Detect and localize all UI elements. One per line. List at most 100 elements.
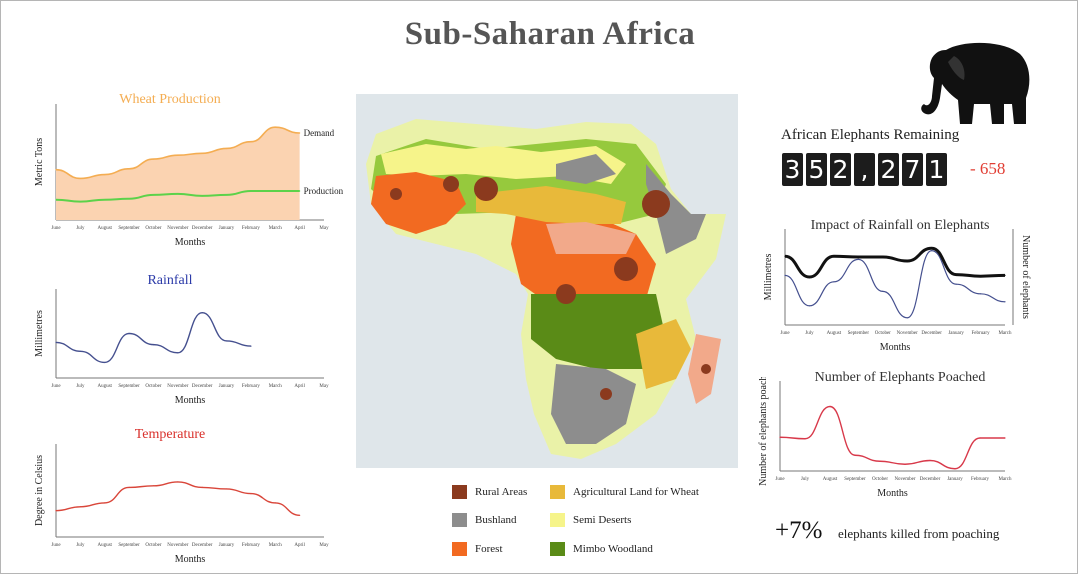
data-point: [784, 255, 786, 257]
legend-item-semi-deserts: Semi Deserts: [550, 513, 631, 527]
legend-item-bushland: Bushland: [452, 513, 517, 527]
counter-digit: 3: [782, 153, 803, 186]
data-point: [55, 510, 57, 512]
data-point: [882, 256, 884, 258]
poached-chart: June July August September October November De…: [758, 377, 1012, 499]
data-point: [857, 258, 859, 260]
x-tick-label: June: [51, 384, 61, 389]
x-axis-label: Months: [175, 554, 206, 565]
y-axis-label: Metric Tons: [34, 138, 45, 186]
series-line: [784, 249, 1006, 319]
data-point: [808, 276, 811, 278]
x-tick-label: July: [805, 331, 814, 336]
x-tick-label: October: [145, 384, 161, 389]
data-point: [299, 190, 301, 192]
legend-label: Agricultural Land for Wheat: [573, 486, 699, 498]
x-tick-label: September: [118, 543, 140, 548]
counter-digit: 5: [806, 153, 827, 186]
legend-item-woodland: Mimbo Woodland: [550, 542, 653, 556]
data-point: [1004, 437, 1006, 439]
data-point: [879, 460, 881, 462]
x-tick-label: January: [219, 226, 235, 231]
data-point: [929, 459, 931, 462]
data-point: [177, 193, 179, 195]
data-point: [225, 194, 228, 196]
data-point: [225, 340, 228, 342]
data-point: [250, 141, 252, 143]
data-point: [250, 190, 252, 192]
counter-digit: 2: [830, 153, 851, 186]
x-tick-label: September: [844, 477, 866, 482]
x-axis-label: Months: [877, 488, 908, 499]
rain-elephant-chart-title: Impact of Rainfall on Elephants: [810, 218, 990, 233]
data-point: [979, 437, 981, 439]
x-tick-label: December: [921, 331, 942, 336]
x-tick-label: June: [51, 543, 61, 548]
x-tick-label: February: [242, 543, 261, 548]
data-point: [225, 488, 228, 490]
x-tick-label: November: [167, 384, 188, 389]
temperature-chart: June July August September October November De…: [34, 444, 329, 565]
poaching-percent: +7%: [775, 517, 823, 544]
elephants-counter: 3 5 2 , 2 7 1: [782, 153, 947, 186]
data-point: [833, 255, 835, 257]
y2-axis-label: Number of elephants: [1020, 235, 1031, 319]
data-point: [79, 177, 81, 180]
data-point: [882, 290, 884, 292]
data-point: [201, 195, 203, 197]
data-point: [833, 281, 835, 283]
data-point: [1004, 274, 1006, 276]
x-tick-label: August: [823, 477, 838, 482]
data-point: [128, 332, 130, 335]
x-tick-label: July: [76, 226, 85, 231]
legend-swatch: [550, 542, 565, 556]
x-tick-label: February: [242, 384, 261, 389]
legend-label: Mimbo Woodland: [573, 543, 653, 555]
elephants-remaining-heading: African Elephants Remaining: [781, 127, 960, 143]
x-tick-label: June: [775, 477, 785, 482]
series-label: Demand: [304, 128, 335, 138]
data-point: [979, 293, 982, 295]
x-tick-label: October: [145, 226, 161, 231]
area-fill: [56, 127, 300, 220]
data-point: [904, 463, 906, 465]
data-point: [79, 350, 81, 352]
africa-map: [356, 94, 738, 468]
data-point: [808, 305, 811, 307]
x-tick-label: March: [269, 543, 283, 548]
x-tick-label: July: [76, 543, 85, 548]
x-tick-label: December: [192, 226, 213, 231]
x-tick-label: September: [118, 384, 140, 389]
data-point: [784, 274, 786, 276]
data-point: [152, 485, 155, 487]
x-tick-label: May: [319, 384, 329, 389]
x-tick-label: September: [118, 226, 140, 231]
elephant-icon: [921, 42, 1030, 124]
data-point: [128, 198, 130, 200]
series-line: [784, 246, 1006, 279]
legend-item-wheat: Agricultural Land for Wheat: [550, 485, 699, 499]
data-point: [954, 468, 956, 470]
data-point: [804, 438, 806, 440]
data-point: [979, 275, 982, 277]
data-point: [152, 194, 155, 196]
rainfall-chart-title: Rainfall: [147, 273, 193, 288]
series-line: [779, 405, 1005, 470]
x-tick-label: March: [269, 226, 283, 231]
x-tick-label: November: [897, 331, 918, 336]
x-tick-label: September: [848, 331, 870, 336]
data-point: [1004, 301, 1006, 303]
x-tick-label: January: [219, 543, 235, 548]
data-point: [274, 190, 276, 192]
x-tick-label: March: [998, 477, 1012, 482]
x-tick-label: October: [875, 331, 891, 336]
y-axis-label: Millimetres: [763, 254, 774, 301]
x-axis-label: Months: [175, 395, 206, 406]
x-tick-label: August: [98, 543, 113, 548]
rainfall-chart: June July August September October November De…: [34, 289, 329, 406]
data-point: [250, 493, 252, 495]
data-point: [857, 256, 859, 258]
elephants-change: - 658: [970, 159, 1006, 178]
legend-label: Forest: [475, 543, 503, 555]
data-point: [104, 173, 106, 176]
